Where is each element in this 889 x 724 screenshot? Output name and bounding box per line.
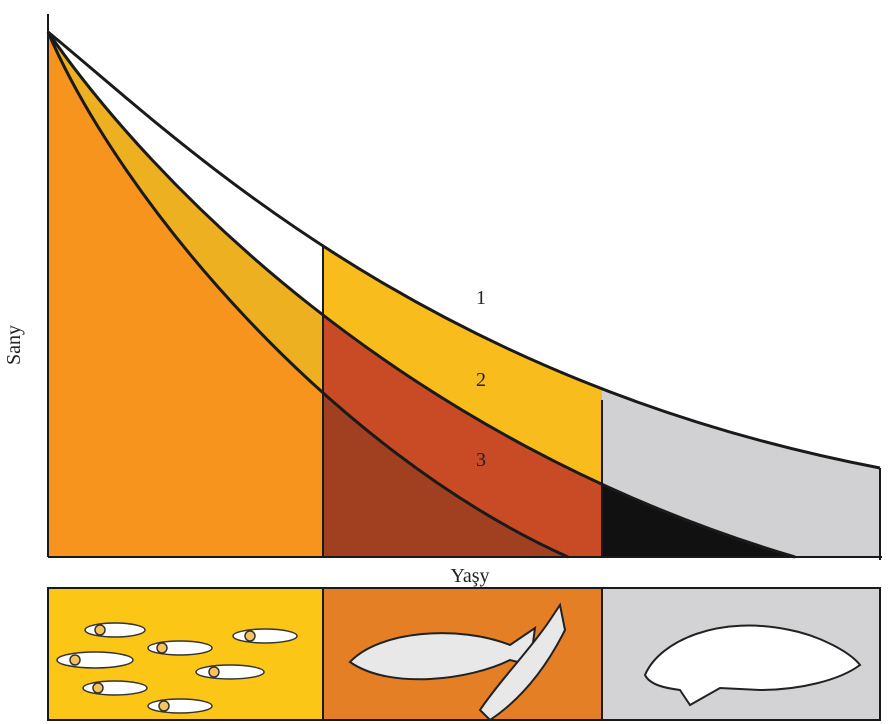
- middle-area: [323, 245, 602, 557]
- curve-3: [46, 31, 569, 559]
- curve-label: 1: [476, 287, 486, 309]
- curve-label: 3: [476, 449, 486, 471]
- y-axis-label: Sany: [3, 325, 25, 365]
- curve-2: [46, 31, 796, 559]
- curve-label: 2: [476, 369, 486, 391]
- young-area: [48, 32, 323, 557]
- axes: [47, 14, 882, 558]
- fish-adult: [643, 624, 862, 707]
- curves: [46, 30, 881, 559]
- curve-1: [47, 30, 881, 470]
- dividers: [322, 247, 881, 560]
- x-axis-label: Yaşy: [450, 565, 489, 587]
- larvae: [56, 622, 298, 714]
- fish-middle: [348, 602, 567, 722]
